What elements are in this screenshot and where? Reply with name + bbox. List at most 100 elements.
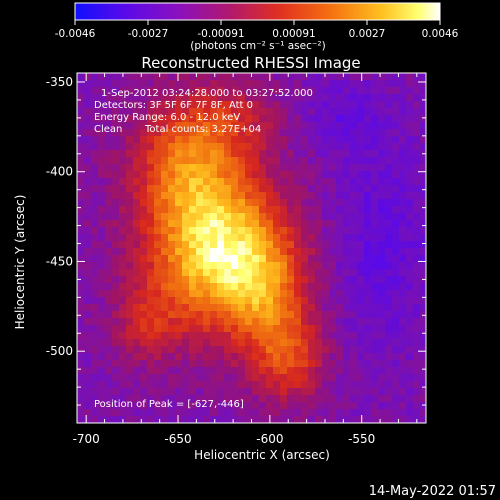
heatmap-cell (196, 94, 204, 102)
heatmap-cell (259, 115, 267, 123)
heatmap-cell (126, 192, 134, 200)
heatmap-cell (378, 360, 386, 368)
heatmap-cell (231, 185, 239, 193)
heatmap-cell (182, 136, 190, 144)
heatmap-cell (294, 367, 302, 375)
heatmap-cell (413, 269, 421, 277)
heatmap-cell (343, 178, 351, 186)
heatmap-cell (273, 101, 281, 109)
heatmap-cell (182, 339, 190, 347)
heatmap-cell (133, 311, 141, 319)
heatmap-cell (273, 94, 281, 102)
heatmap-cell (210, 199, 218, 207)
heatmap-cell (77, 290, 85, 298)
heatmap-cell (259, 402, 267, 410)
heatmap-cell (322, 402, 330, 410)
heatmap-cell (91, 290, 99, 298)
heatmap-cell (189, 290, 197, 298)
heatmap-cell (357, 220, 365, 228)
heatmap-cell (133, 87, 141, 95)
heatmap-cell (196, 80, 204, 88)
heatmap-cell (378, 290, 386, 298)
heatmap-cell (238, 395, 246, 403)
heatmap-cell (119, 283, 127, 291)
heatmap-cell (392, 248, 400, 256)
heatmap-cell (413, 367, 421, 375)
heatmap-cell (350, 171, 358, 179)
heatmap-cell (189, 276, 197, 284)
heatmap-cell (224, 353, 232, 361)
heatmap-cell (196, 297, 204, 305)
heatmap-cell (196, 374, 204, 382)
heatmap-cell (140, 206, 148, 214)
heatmap-cell (252, 339, 260, 347)
heatmap-cell (294, 206, 302, 214)
heatmap-cell (224, 136, 232, 144)
heatmap-cell (280, 374, 288, 382)
heatmap-cell (224, 388, 232, 396)
heatmap-cell (168, 115, 176, 123)
heatmap-cell (91, 241, 99, 249)
heatmap-cell (308, 178, 316, 186)
heatmap-cell (322, 94, 330, 102)
heatmap-cell (259, 339, 267, 347)
heatmap-cell (322, 283, 330, 291)
heatmap-cell (357, 332, 365, 340)
heatmap-cell (336, 409, 344, 417)
heatmap-cell (126, 339, 134, 347)
heatmap-cell (161, 192, 169, 200)
heatmap-cell (231, 199, 239, 207)
heatmap-cell (301, 360, 309, 368)
heatmap-cell (280, 318, 288, 326)
heatmap-cell (252, 325, 260, 333)
heatmap-cell (315, 290, 323, 298)
heatmap-cell (399, 164, 407, 172)
heatmap-cell (294, 381, 302, 389)
heatmap-cell (203, 220, 211, 228)
heatmap-cell (336, 234, 344, 242)
heatmap-cell (385, 262, 393, 270)
heatmap-cell (84, 353, 92, 361)
heatmap-cell (329, 108, 337, 116)
heatmap-cell (238, 332, 246, 340)
heatmap-cell (231, 171, 239, 179)
heatmap-cell (154, 73, 162, 81)
heatmap-cell (420, 164, 426, 172)
heatmap-cell (182, 248, 190, 256)
heatmap-cell (245, 101, 253, 109)
heatmap-cell (84, 122, 92, 130)
heatmap-cell (385, 290, 393, 298)
heatmap-cell (378, 185, 386, 193)
heatmap-cell (413, 143, 421, 151)
heatmap-cell (259, 381, 267, 389)
heatmap-cell (224, 318, 232, 326)
heatmap-cell (210, 227, 218, 235)
heatmap-cell (308, 213, 316, 221)
heatmap-cell (294, 108, 302, 116)
heatmap-cell (399, 339, 407, 347)
heatmap-cell (399, 353, 407, 361)
heatmap-cell (203, 381, 211, 389)
heatmap-cell (329, 129, 337, 137)
heatmap-cell (287, 136, 295, 144)
heatmap-cell (343, 115, 351, 123)
heatmap-cell (273, 374, 281, 382)
heatmap-cell (133, 409, 141, 417)
heatmap-cell (168, 276, 176, 284)
heatmap-cell (413, 115, 421, 123)
heatmap-cell (105, 276, 113, 284)
heatmap-cell (329, 374, 337, 382)
heatmap-cell (189, 353, 197, 361)
heatmap-cell (147, 136, 155, 144)
heatmap-cell (112, 332, 120, 340)
heatmap-cell (371, 318, 379, 326)
heatmap-cell (392, 185, 400, 193)
heatmap-cell (371, 290, 379, 298)
heatmap-cell (84, 388, 92, 396)
heatmap-cell (259, 80, 267, 88)
heatmap-cell (266, 199, 274, 207)
heatmap-cell (399, 311, 407, 319)
heatmap-cell (231, 402, 239, 410)
heatmap-cell (161, 87, 169, 95)
heatmap-cell (91, 108, 99, 116)
